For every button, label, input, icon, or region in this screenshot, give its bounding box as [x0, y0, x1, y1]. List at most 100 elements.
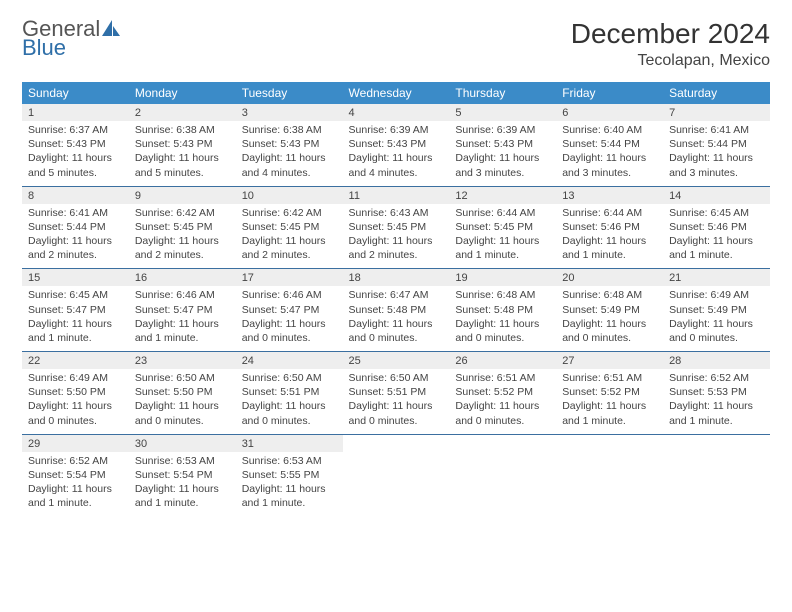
sunset-text: Sunset: 5:46 PM: [669, 220, 764, 234]
day-number: 24: [236, 352, 343, 370]
daylight-text: Daylight: 11 hours and 0 minutes.: [242, 399, 337, 427]
sunrise-text: Sunrise: 6:48 AM: [455, 288, 550, 302]
day-detail: Sunrise: 6:44 AMSunset: 5:45 PMDaylight:…: [449, 204, 556, 269]
day-number: 21: [663, 269, 770, 287]
day-detail: Sunrise: 6:41 AMSunset: 5:44 PMDaylight:…: [663, 121, 770, 186]
sunset-text: Sunset: 5:43 PM: [28, 137, 123, 151]
sunset-text: Sunset: 5:49 PM: [669, 303, 764, 317]
day-detail: Sunrise: 6:51 AMSunset: 5:52 PMDaylight:…: [449, 369, 556, 434]
daynum-row: 891011121314: [22, 186, 770, 204]
sunset-text: Sunset: 5:49 PM: [562, 303, 657, 317]
day-number: [556, 434, 663, 452]
sunset-text: Sunset: 5:50 PM: [28, 385, 123, 399]
sunset-text: Sunset: 5:43 PM: [242, 137, 337, 151]
sunset-text: Sunset: 5:44 PM: [28, 220, 123, 234]
day-detail: Sunrise: 6:50 AMSunset: 5:51 PMDaylight:…: [343, 369, 450, 434]
day-detail: Sunrise: 6:49 AMSunset: 5:50 PMDaylight:…: [22, 369, 129, 434]
sunrise-text: Sunrise: 6:51 AM: [455, 371, 550, 385]
sunrise-text: Sunrise: 6:50 AM: [349, 371, 444, 385]
detail-row: Sunrise: 6:45 AMSunset: 5:47 PMDaylight:…: [22, 286, 770, 351]
day-detail: [449, 452, 556, 517]
sunrise-text: Sunrise: 6:52 AM: [669, 371, 764, 385]
sunset-text: Sunset: 5:45 PM: [349, 220, 444, 234]
title-block: December 2024 Tecolapan, Mexico: [571, 18, 770, 70]
sunset-text: Sunset: 5:43 PM: [135, 137, 230, 151]
sunset-text: Sunset: 5:50 PM: [135, 385, 230, 399]
day-number: 12: [449, 186, 556, 204]
day-detail: Sunrise: 6:46 AMSunset: 5:47 PMDaylight:…: [129, 286, 236, 351]
sunrise-text: Sunrise: 6:46 AM: [242, 288, 337, 302]
sunset-text: Sunset: 5:48 PM: [349, 303, 444, 317]
day-detail: [556, 452, 663, 517]
day-detail: Sunrise: 6:37 AMSunset: 5:43 PMDaylight:…: [22, 121, 129, 186]
day-number: 28: [663, 352, 770, 370]
day-number: 5: [449, 104, 556, 121]
day-number: 10: [236, 186, 343, 204]
day-number: 31: [236, 434, 343, 452]
day-number: 19: [449, 269, 556, 287]
sunset-text: Sunset: 5:55 PM: [242, 468, 337, 482]
day-number: 30: [129, 434, 236, 452]
sunrise-text: Sunrise: 6:48 AM: [562, 288, 657, 302]
day-number: 23: [129, 352, 236, 370]
sunset-text: Sunset: 5:46 PM: [562, 220, 657, 234]
sunrise-text: Sunrise: 6:40 AM: [562, 123, 657, 137]
day-detail: Sunrise: 6:44 AMSunset: 5:46 PMDaylight:…: [556, 204, 663, 269]
daylight-text: Daylight: 11 hours and 1 minute.: [455, 234, 550, 262]
sunrise-text: Sunrise: 6:41 AM: [669, 123, 764, 137]
day-number: 13: [556, 186, 663, 204]
sunrise-text: Sunrise: 6:42 AM: [242, 206, 337, 220]
sunset-text: Sunset: 5:45 PM: [135, 220, 230, 234]
daylight-text: Daylight: 11 hours and 2 minutes.: [28, 234, 123, 262]
sunrise-text: Sunrise: 6:46 AM: [135, 288, 230, 302]
day-detail: Sunrise: 6:52 AMSunset: 5:54 PMDaylight:…: [22, 452, 129, 517]
sunrise-text: Sunrise: 6:50 AM: [242, 371, 337, 385]
day-detail: Sunrise: 6:40 AMSunset: 5:44 PMDaylight:…: [556, 121, 663, 186]
daylight-text: Daylight: 11 hours and 1 minute.: [135, 317, 230, 345]
day-detail: Sunrise: 6:42 AMSunset: 5:45 PMDaylight:…: [236, 204, 343, 269]
sunset-text: Sunset: 5:48 PM: [455, 303, 550, 317]
sunset-text: Sunset: 5:51 PM: [242, 385, 337, 399]
day-detail: Sunrise: 6:51 AMSunset: 5:52 PMDaylight:…: [556, 369, 663, 434]
daynum-row: 22232425262728: [22, 352, 770, 370]
daynum-row: 293031: [22, 434, 770, 452]
sunrise-text: Sunrise: 6:41 AM: [28, 206, 123, 220]
day-number: 14: [663, 186, 770, 204]
calendar-table: Sunday Monday Tuesday Wednesday Thursday…: [22, 82, 770, 516]
daylight-text: Daylight: 11 hours and 0 minutes.: [455, 317, 550, 345]
day-detail: Sunrise: 6:46 AMSunset: 5:47 PMDaylight:…: [236, 286, 343, 351]
sunrise-text: Sunrise: 6:39 AM: [349, 123, 444, 137]
day-number: 25: [343, 352, 450, 370]
daylight-text: Daylight: 11 hours and 1 minute.: [135, 482, 230, 510]
weekday-header-row: Sunday Monday Tuesday Wednesday Thursday…: [22, 82, 770, 104]
sunrise-text: Sunrise: 6:47 AM: [349, 288, 444, 302]
sunrise-text: Sunrise: 6:45 AM: [28, 288, 123, 302]
daylight-text: Daylight: 11 hours and 1 minute.: [28, 317, 123, 345]
sunset-text: Sunset: 5:51 PM: [349, 385, 444, 399]
day-detail: [343, 452, 450, 517]
detail-row: Sunrise: 6:49 AMSunset: 5:50 PMDaylight:…: [22, 369, 770, 434]
day-detail: Sunrise: 6:53 AMSunset: 5:55 PMDaylight:…: [236, 452, 343, 517]
daylight-text: Daylight: 11 hours and 4 minutes.: [349, 151, 444, 179]
day-detail: Sunrise: 6:45 AMSunset: 5:46 PMDaylight:…: [663, 204, 770, 269]
sunrise-text: Sunrise: 6:53 AM: [135, 454, 230, 468]
sunrise-text: Sunrise: 6:44 AM: [562, 206, 657, 220]
day-detail: Sunrise: 6:39 AMSunset: 5:43 PMDaylight:…: [343, 121, 450, 186]
detail-row: Sunrise: 6:52 AMSunset: 5:54 PMDaylight:…: [22, 452, 770, 517]
sunset-text: Sunset: 5:45 PM: [242, 220, 337, 234]
daylight-text: Daylight: 11 hours and 4 minutes.: [242, 151, 337, 179]
day-detail: Sunrise: 6:39 AMSunset: 5:43 PMDaylight:…: [449, 121, 556, 186]
sunrise-text: Sunrise: 6:49 AM: [669, 288, 764, 302]
daylight-text: Daylight: 11 hours and 3 minutes.: [455, 151, 550, 179]
daylight-text: Daylight: 11 hours and 0 minutes.: [669, 317, 764, 345]
weekday-header: Thursday: [449, 82, 556, 104]
page-header: General Blue December 2024 Tecolapan, Me…: [22, 18, 770, 70]
sunset-text: Sunset: 5:44 PM: [669, 137, 764, 151]
daylight-text: Daylight: 11 hours and 0 minutes.: [562, 317, 657, 345]
daylight-text: Daylight: 11 hours and 2 minutes.: [242, 234, 337, 262]
sunset-text: Sunset: 5:43 PM: [455, 137, 550, 151]
day-detail: Sunrise: 6:47 AMSunset: 5:48 PMDaylight:…: [343, 286, 450, 351]
day-number: 1: [22, 104, 129, 121]
daylight-text: Daylight: 11 hours and 5 minutes.: [135, 151, 230, 179]
sunrise-text: Sunrise: 6:42 AM: [135, 206, 230, 220]
